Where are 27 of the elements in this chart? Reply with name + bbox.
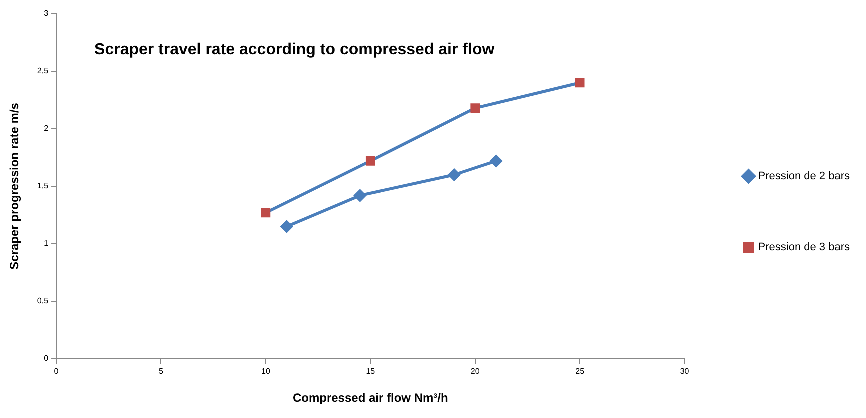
- y-tick-label: 2: [44, 124, 50, 134]
- point: [575, 78, 585, 88]
- y-tick-label: 1: [44, 239, 50, 248]
- point: [261, 208, 271, 218]
- y-tick-label: 0,5: [37, 296, 50, 306]
- y-tick-label: 2,5: [37, 66, 50, 76]
- legend-label: Pression de 2 bars: [758, 170, 850, 183]
- point: [448, 169, 460, 181]
- point: [280, 220, 293, 233]
- x-axis-title: Compressed air flow Nm³/h: [292, 391, 448, 406]
- point: [470, 104, 480, 113]
- point: [366, 156, 376, 166]
- point: [354, 190, 366, 202]
- y-tick-label: 1,5: [37, 182, 50, 191]
- text: Scraper travel rate according to compressed air flow: [94, 41, 496, 58]
- x-tick-label: 0: [54, 367, 60, 376]
- x-tick-label: 5: [159, 367, 164, 376]
- x-tick-label: 25: [576, 367, 586, 376]
- x-tick-label: 20: [470, 367, 480, 376]
- y-axis-title: Scraper progression rate m/s: [8, 102, 22, 270]
- legend-label: Pression de 3 bars: [758, 242, 850, 254]
- point: [490, 155, 502, 168]
- x-tick-label: 10: [261, 367, 271, 376]
- x-tick-label: 30: [680, 367, 690, 376]
- y-tick-label: 0: [44, 354, 50, 364]
- y-tick-label: 3: [44, 9, 50, 18]
- x-tick-label: 15: [366, 367, 376, 376]
